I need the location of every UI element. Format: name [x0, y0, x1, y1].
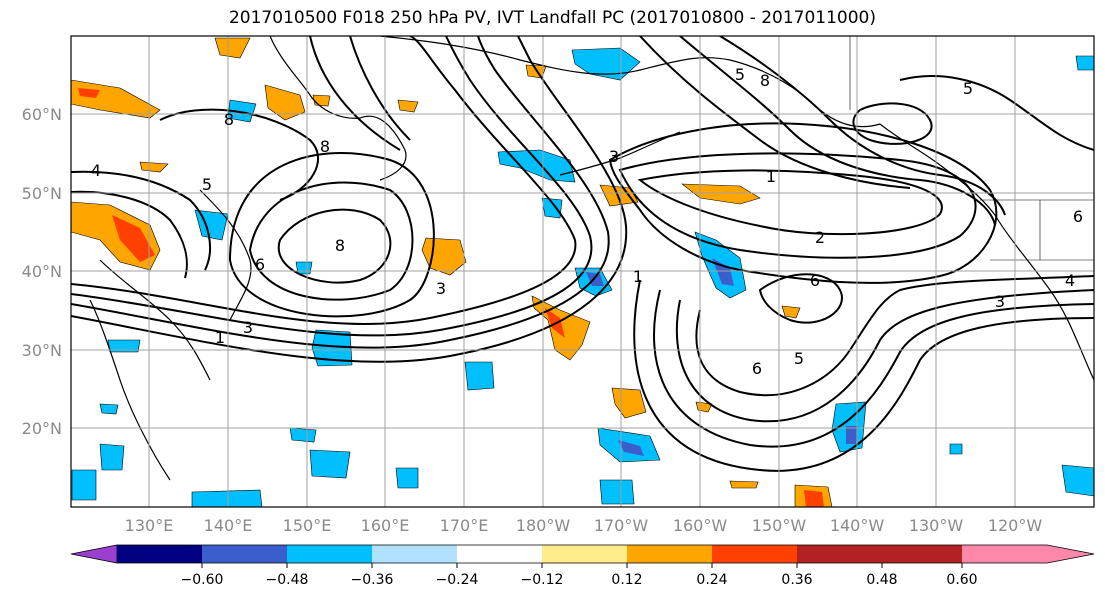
contour-label: 5	[202, 175, 212, 194]
lat-label: 40°N	[22, 262, 62, 281]
colorbar-segment	[542, 545, 627, 563]
colorbar-segment	[712, 545, 797, 563]
lon-label: 120°W	[988, 516, 1043, 535]
contour-label: 8	[760, 71, 770, 90]
contour-label: 3	[995, 292, 1005, 311]
contour-label: 2	[815, 228, 825, 247]
contour-label: 6	[810, 271, 820, 290]
lon-label: 130°W	[909, 516, 964, 535]
map-title: 2017010500 F018 250 hPa PV, IVT Landfall…	[228, 8, 876, 28]
lat-label: 20°N	[22, 419, 62, 438]
colorbar-tick-label: 0.12	[611, 572, 642, 588]
colorbar-segment	[457, 545, 542, 563]
contour-label: 1	[215, 328, 225, 347]
colorbar-segment	[372, 545, 457, 563]
contour-label: 5	[735, 65, 745, 84]
contour-label: 3	[436, 279, 446, 298]
contour-label: 6	[255, 255, 265, 274]
colorbar: −0.60 −0.48 −0.36 −0.24 −0.12 0.12 0.24 …	[70, 544, 1095, 588]
lon-label: 130°E	[125, 516, 174, 535]
contour-label: 4	[91, 161, 101, 180]
colorbar-extend-low	[70, 544, 118, 564]
lon-label: 150°E	[283, 516, 332, 535]
contour-label: 5	[794, 349, 804, 368]
map-frame	[70, 35, 1095, 508]
colorbar-tick-label: 0.24	[696, 572, 727, 588]
lat-label: 60°N	[22, 105, 62, 124]
colorbar-segment	[882, 545, 962, 563]
colorbar-segment	[797, 545, 882, 563]
contour-label: 8	[224, 110, 234, 129]
lon-label: 140°W	[830, 516, 885, 535]
colorbar-tick-label: −0.60	[181, 572, 224, 588]
lon-label: 170°E	[440, 516, 489, 535]
coastlines	[89, 36, 1094, 481]
lat-label: 50°N	[22, 184, 62, 203]
lon-label: 160°E	[361, 516, 410, 535]
colorbar-segment	[627, 545, 712, 563]
lon-label: 160°W	[673, 516, 728, 535]
lon-label: 180°W	[516, 516, 571, 535]
longitude-labels: 130°E 140°E 150°E 160°E 170°E 180°W 170°…	[125, 516, 1043, 535]
graticule	[71, 36, 1094, 507]
lon-label: 140°E	[204, 516, 253, 535]
contour-label: 4	[1065, 271, 1075, 290]
contour-label: 1	[633, 267, 643, 286]
colorbar-tick-label: −0.12	[521, 572, 564, 588]
contour-label: 1	[766, 167, 776, 186]
colorbar-tick-label: 0.48	[866, 572, 897, 588]
colorbar-tick-label: −0.36	[351, 572, 394, 588]
colorbar-tick-label: 0.36	[781, 572, 812, 588]
lon-label: 170°W	[594, 516, 649, 535]
contour-label: 8	[320, 137, 330, 156]
contour-label: 3	[243, 318, 253, 337]
contour-label: 6	[752, 359, 762, 378]
colorbar-extend-high	[962, 545, 1094, 563]
colorbar-tick-label: −0.24	[436, 572, 479, 588]
colorbar-tick-label: 0.60	[946, 572, 977, 588]
latitude-labels: 60°N 50°N 40°N 30°N 20°N	[22, 105, 62, 438]
contour-label: 5	[963, 79, 973, 98]
lat-label: 30°N	[22, 341, 62, 360]
colorbar-tick-label: −0.48	[266, 572, 309, 588]
colorbar-segment	[202, 545, 287, 563]
colorbar-segment	[117, 545, 202, 563]
contour-label: 8	[335, 236, 345, 255]
contour-label: 6	[1073, 207, 1083, 226]
lon-label: 150°W	[752, 516, 807, 535]
colorbar-segment	[287, 545, 372, 563]
contour-label: 3	[609, 147, 619, 166]
contour-labels: 8 8 8 8 5 5 5 4 4 6 6 6 6 3 3 3 3 1 1 1 …	[91, 65, 1083, 378]
